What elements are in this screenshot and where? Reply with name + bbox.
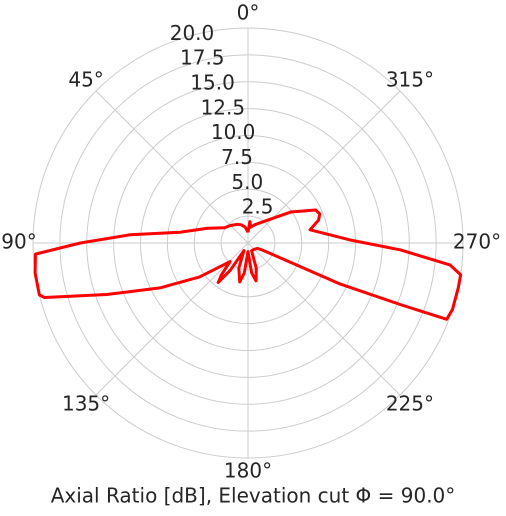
- r-tick-label: 7.5: [221, 145, 253, 169]
- r-tick-label: 15.0: [190, 71, 235, 95]
- grid-spoke: [95, 90, 249, 244]
- grid-spoke: [95, 242, 249, 396]
- theta-tick-label: 270°: [453, 230, 501, 254]
- theta-tick-label: 90°: [1, 230, 36, 254]
- r-tick-label: 17.5: [180, 46, 225, 70]
- theta-tick-label: 0°: [237, 1, 260, 25]
- theta-tick-label: 45°: [68, 68, 103, 92]
- r-tick-label: 5.0: [231, 170, 263, 194]
- grid-spoke: [247, 242, 401, 396]
- r-tick-label: 12.5: [201, 95, 246, 119]
- theta-tick-label: 225°: [386, 391, 434, 415]
- theta-tick-label: 135°: [62, 391, 110, 415]
- r-tick-label: 10.0: [211, 120, 256, 144]
- r-tick-label: 20.0: [170, 21, 215, 45]
- data-line: [33, 208, 463, 321]
- r-tick-label: 2.5: [242, 195, 274, 219]
- theta-tick-label: 180°: [224, 459, 272, 483]
- theta-tick-label: 315°: [386, 68, 434, 92]
- chart-title: Axial Ratio [dB], Elevation cut Φ = 90.0…: [51, 484, 456, 508]
